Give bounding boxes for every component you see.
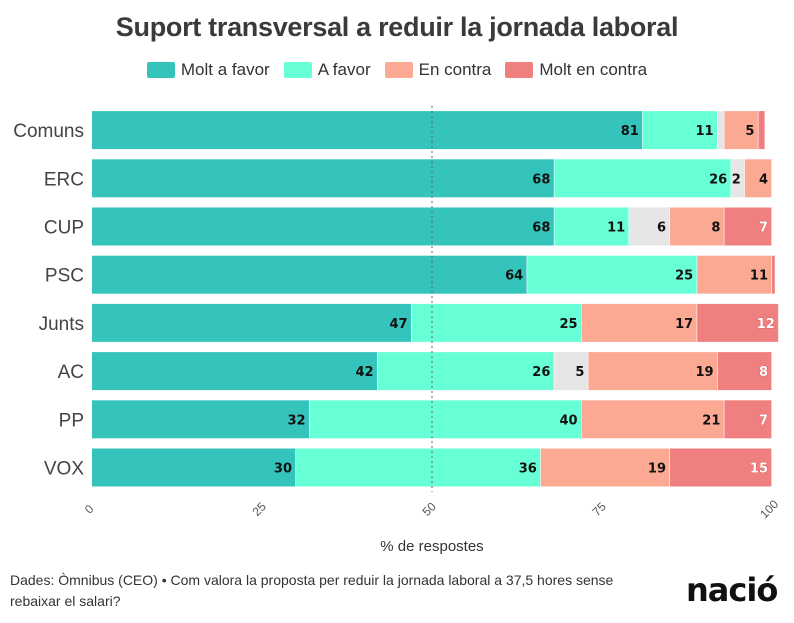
legend-item-molt-en-contra: Molt en contra (505, 60, 647, 80)
bar-segment (642, 111, 717, 150)
bar-segment (670, 207, 724, 246)
bar-segment (527, 255, 697, 294)
data-label: 5 (745, 124, 754, 139)
bar-segment (724, 111, 758, 150)
data-label: 17 (675, 317, 693, 332)
data-label: 26 (532, 365, 550, 380)
category-label: AC (58, 362, 84, 383)
legend-label: A favor (317, 60, 371, 79)
data-label: 68 (532, 221, 550, 236)
data-label: 26 (709, 172, 727, 187)
x-axis-title: % de respostes (380, 538, 483, 555)
data-label: 25 (675, 269, 693, 284)
legend-label: Molt en contra (539, 60, 648, 79)
legend-label: Molt a favor (180, 60, 270, 79)
data-label: 19 (696, 365, 714, 380)
data-label: 8 (711, 221, 720, 236)
bar-segment (554, 352, 588, 391)
x-tick-label: 0 (82, 502, 97, 517)
bar-segment (697, 303, 779, 342)
legend-swatch (146, 62, 175, 78)
chart-title: Suport transversal a reduir la jornada l… (115, 12, 679, 42)
bar-segment (411, 303, 581, 342)
data-label: 36 (519, 462, 537, 477)
x-tick-label: 75 (589, 499, 609, 519)
bar-segment (554, 159, 731, 198)
data-label: 68 (532, 172, 550, 187)
x-tick-label: 25 (249, 499, 269, 519)
bar-segment (92, 255, 527, 294)
bar-segment (92, 111, 643, 150)
data-label: 42 (356, 365, 374, 380)
data-label: 30 (274, 462, 292, 477)
bar-segment (697, 255, 772, 294)
data-label: 11 (607, 221, 625, 236)
category-label: PSC (45, 266, 84, 287)
bar-segment (670, 448, 772, 487)
data-label: 7 (759, 221, 768, 236)
data-label: 6 (657, 221, 666, 236)
legend-swatch (505, 62, 534, 78)
bar-segment (540, 448, 670, 487)
data-label: 11 (696, 124, 714, 139)
category-label: Comuns (13, 121, 84, 142)
bar-segment (92, 400, 309, 439)
bar-segment (731, 159, 745, 198)
bar-segment (296, 448, 541, 487)
category-label: Junts (39, 314, 84, 335)
source-note: Dades: Òmnibus (CEO) • Com valora la pro… (10, 572, 614, 609)
bar-segment (92, 207, 554, 246)
category-label: VOX (44, 459, 84, 480)
bar-segment (758, 111, 765, 150)
legend-label: En contra (418, 60, 492, 79)
category-label: CUP (44, 218, 84, 239)
data-label: 21 (702, 413, 720, 428)
legend: Molt a favor A favor En contra Molt en c… (0, 60, 794, 80)
data-label: 81 (621, 124, 639, 139)
data-label: 11 (750, 269, 768, 284)
category-label: PP (59, 410, 84, 431)
data-label: 25 (560, 317, 578, 332)
category-label: ERC (44, 169, 84, 190)
legend-swatch (384, 62, 413, 78)
bar-segment (92, 159, 554, 198)
bar-segment (92, 352, 377, 391)
bar-segment (588, 352, 717, 391)
bar-segment (724, 207, 772, 246)
bar-segment (629, 207, 670, 246)
bar-segment (92, 448, 296, 487)
data-label: 19 (648, 462, 666, 477)
bar-segment (581, 303, 697, 342)
data-label: 5 (575, 365, 584, 380)
bar-segment (772, 255, 775, 294)
data-label: 12 (757, 317, 775, 332)
data-label: 4 (759, 172, 768, 187)
bar-segment (92, 303, 411, 342)
bar-segment (377, 352, 554, 391)
x-tick-label: 50 (419, 499, 439, 519)
bar-segment (744, 159, 772, 198)
nacio-logo: nació (686, 571, 778, 609)
data-label: 64 (505, 269, 523, 284)
bar-segment (717, 352, 772, 391)
data-label: 47 (390, 317, 408, 332)
data-label: 2 (732, 172, 741, 187)
bar-segment (717, 111, 724, 150)
bar-segment (724, 400, 772, 439)
legend-swatch (283, 62, 312, 78)
legend-item-molt-a-favor: Molt a favor (146, 60, 270, 80)
bar-segment (309, 400, 581, 439)
data-label: 15 (750, 462, 768, 477)
x-tick-label: 100 (757, 497, 781, 521)
legend-item-a-favor: A favor (283, 60, 371, 80)
bar-segment (554, 207, 629, 246)
data-label: 8 (759, 365, 768, 380)
legend-item-en-contra: En contra (384, 60, 492, 80)
data-label: 32 (288, 413, 306, 428)
bar-segment (581, 400, 724, 439)
data-label: 40 (560, 413, 578, 428)
data-label: 7 (759, 413, 768, 428)
